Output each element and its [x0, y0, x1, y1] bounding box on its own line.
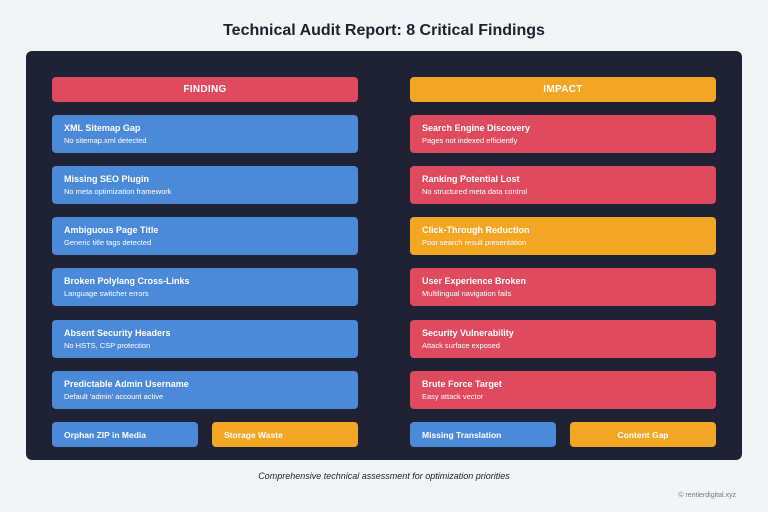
impact-subtitle: Pages not indexed efficiently [422, 136, 518, 145]
finding-title: Missing SEO Plugin [64, 174, 150, 184]
finding-subtitle: No HSTS, CSP protection [64, 341, 151, 350]
impact-box-user-experience: User Experience Broken Multilingual navi… [410, 268, 716, 306]
impact-subtitle: Easy attack vector [422, 392, 484, 401]
finding-box-page-title: Ambiguous Page Title Generic title tags … [52, 217, 358, 255]
impact-title: Security Vulnerability [422, 328, 514, 338]
finding-header: FINDING [52, 77, 358, 102]
impact-title: Ranking Potential Lost [422, 174, 520, 184]
caption: Comprehensive technical assessment for o… [258, 471, 510, 481]
finding-subtitle: No sitemap.xml detected [64, 136, 147, 145]
impact-header: IMPACT [410, 77, 716, 102]
impact-subtitle: Poor search result presentation [422, 238, 527, 247]
finding-box-admin-username: Predictable Admin Username Default 'admi… [52, 371, 358, 409]
impact-box-ranking: Ranking Potential Lost No structured met… [410, 166, 716, 204]
bottom-missing-translation: Missing Translation [410, 422, 556, 447]
bottom-orphan-zip: Orphan ZIP in Media [52, 422, 198, 447]
impact-title: User Experience Broken [422, 276, 527, 286]
finding-subtitle: Generic title tags detected [64, 238, 152, 247]
finding-box-polylang: Broken Polylang Cross-Links Language swi… [52, 268, 358, 306]
finding-subtitle: Language switcher errors [64, 289, 149, 298]
page-title: Technical Audit Report: 8 Critical Findi… [223, 22, 545, 39]
finding-subtitle: No meta optimization framework [64, 187, 172, 196]
impact-title: Search Engine Discovery [422, 123, 531, 133]
finding-title: Broken Polylang Cross-Links [64, 276, 190, 286]
impact-box-click-through: Click-Through Reduction Poor search resu… [410, 217, 716, 255]
finding-title: Predictable Admin Username [64, 379, 189, 389]
diagram-panel: FINDING IMPACT XML Sitemap Gap No sitema… [26, 51, 742, 460]
impact-subtitle: Attack surface exposed [422, 341, 500, 350]
finding-title: XML Sitemap Gap [64, 123, 141, 133]
impact-subtitle: Multilingual navigation fails [422, 289, 512, 298]
impact-box-discovery: Search Engine Discovery Pages not indexe… [410, 115, 716, 153]
impact-title: Brute Force Target [422, 379, 502, 389]
finding-box-seo-plugin: Missing SEO Plugin No meta optimization … [52, 166, 358, 204]
bottom-storage-waste: Storage Waste [212, 422, 358, 447]
finding-box-sitemap: XML Sitemap Gap No sitemap.xml detected [52, 115, 358, 153]
credit: © rentierdigital.xyz [678, 492, 736, 499]
bottom-content-gap: Content Gap [570, 422, 716, 447]
finding-title: Absent Security Headers [64, 328, 171, 338]
finding-subtitle: Default 'admin' account active [64, 392, 164, 401]
impact-subtitle: No structured meta data control [422, 187, 528, 196]
impact-box-brute-force: Brute Force Target Easy attack vector [410, 371, 716, 409]
impact-title: Click-Through Reduction [422, 225, 530, 235]
finding-box-security-headers: Absent Security Headers No HSTS, CSP pro… [52, 320, 358, 358]
impact-box-security: Security Vulnerability Attack surface ex… [410, 320, 716, 358]
finding-title: Ambiguous Page Title [64, 225, 159, 235]
